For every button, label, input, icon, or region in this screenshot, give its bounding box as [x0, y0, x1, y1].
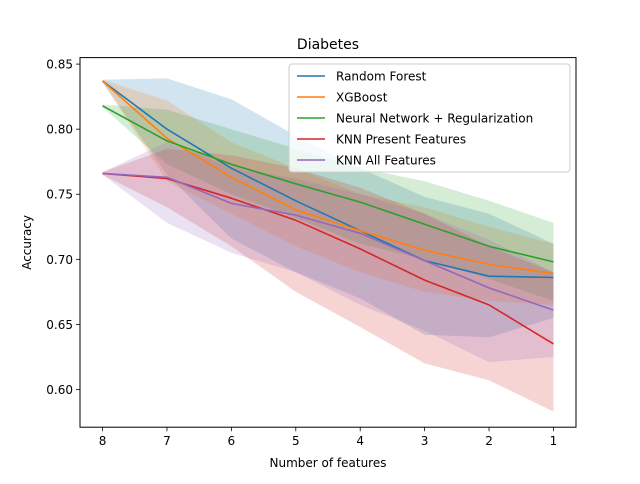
x-tick-label: 6 [228, 434, 236, 448]
x-tick-label: 3 [421, 434, 429, 448]
series-line-5 [102, 172, 554, 311]
legend: Random Forest XGBoost Neural Network + Reg… [288, 63, 571, 173]
confidence-band-3 [102, 104, 554, 301]
y-tick-label: 0.60 [46, 383, 73, 397]
legend-label-5: KNN All Features [336, 154, 436, 168]
y-axis-label: Accuracy [20, 215, 34, 270]
legend-label-2: XGBoost [336, 91, 388, 105]
y-axis-ticks: 0.60 0.65 0.70 0.75 0.80 0.85 [46, 58, 80, 397]
y-tick-label: 0.65 [46, 318, 73, 332]
x-tick-label: 5 [292, 434, 300, 448]
y-tick-label: 0.70 [46, 253, 73, 267]
x-axis-label: Number of features [270, 456, 387, 470]
series-line-1 [102, 80, 554, 279]
x-tick-label: 8 [99, 434, 107, 448]
confidence-band-4 [102, 148, 554, 412]
x-tick-label: 2 [485, 434, 493, 448]
x-tick-label: 7 [163, 434, 171, 448]
legend-label-1: Random Forest [336, 70, 427, 84]
legend-label-4: KNN Present Features [336, 133, 466, 147]
confidence-band-1 [102, 78, 554, 338]
series-lines [101, 80, 554, 345]
y-tick-label: 0.80 [46, 123, 73, 137]
y-tick-label: 0.85 [46, 58, 73, 72]
chart-title: Diabetes [297, 37, 359, 53]
legend-label-3: Neural Network + Regularization [336, 112, 533, 126]
legend-box [288, 63, 571, 173]
series-line-3 [102, 105, 554, 263]
x-axis-ticks: 8 7 6 5 4 3 2 1 [99, 427, 558, 448]
plot-frame [79, 57, 577, 428]
x-tick-label: 4 [356, 434, 364, 448]
y-tick-label: 0.75 [46, 188, 73, 202]
x-tick-label: 1 [550, 434, 558, 448]
